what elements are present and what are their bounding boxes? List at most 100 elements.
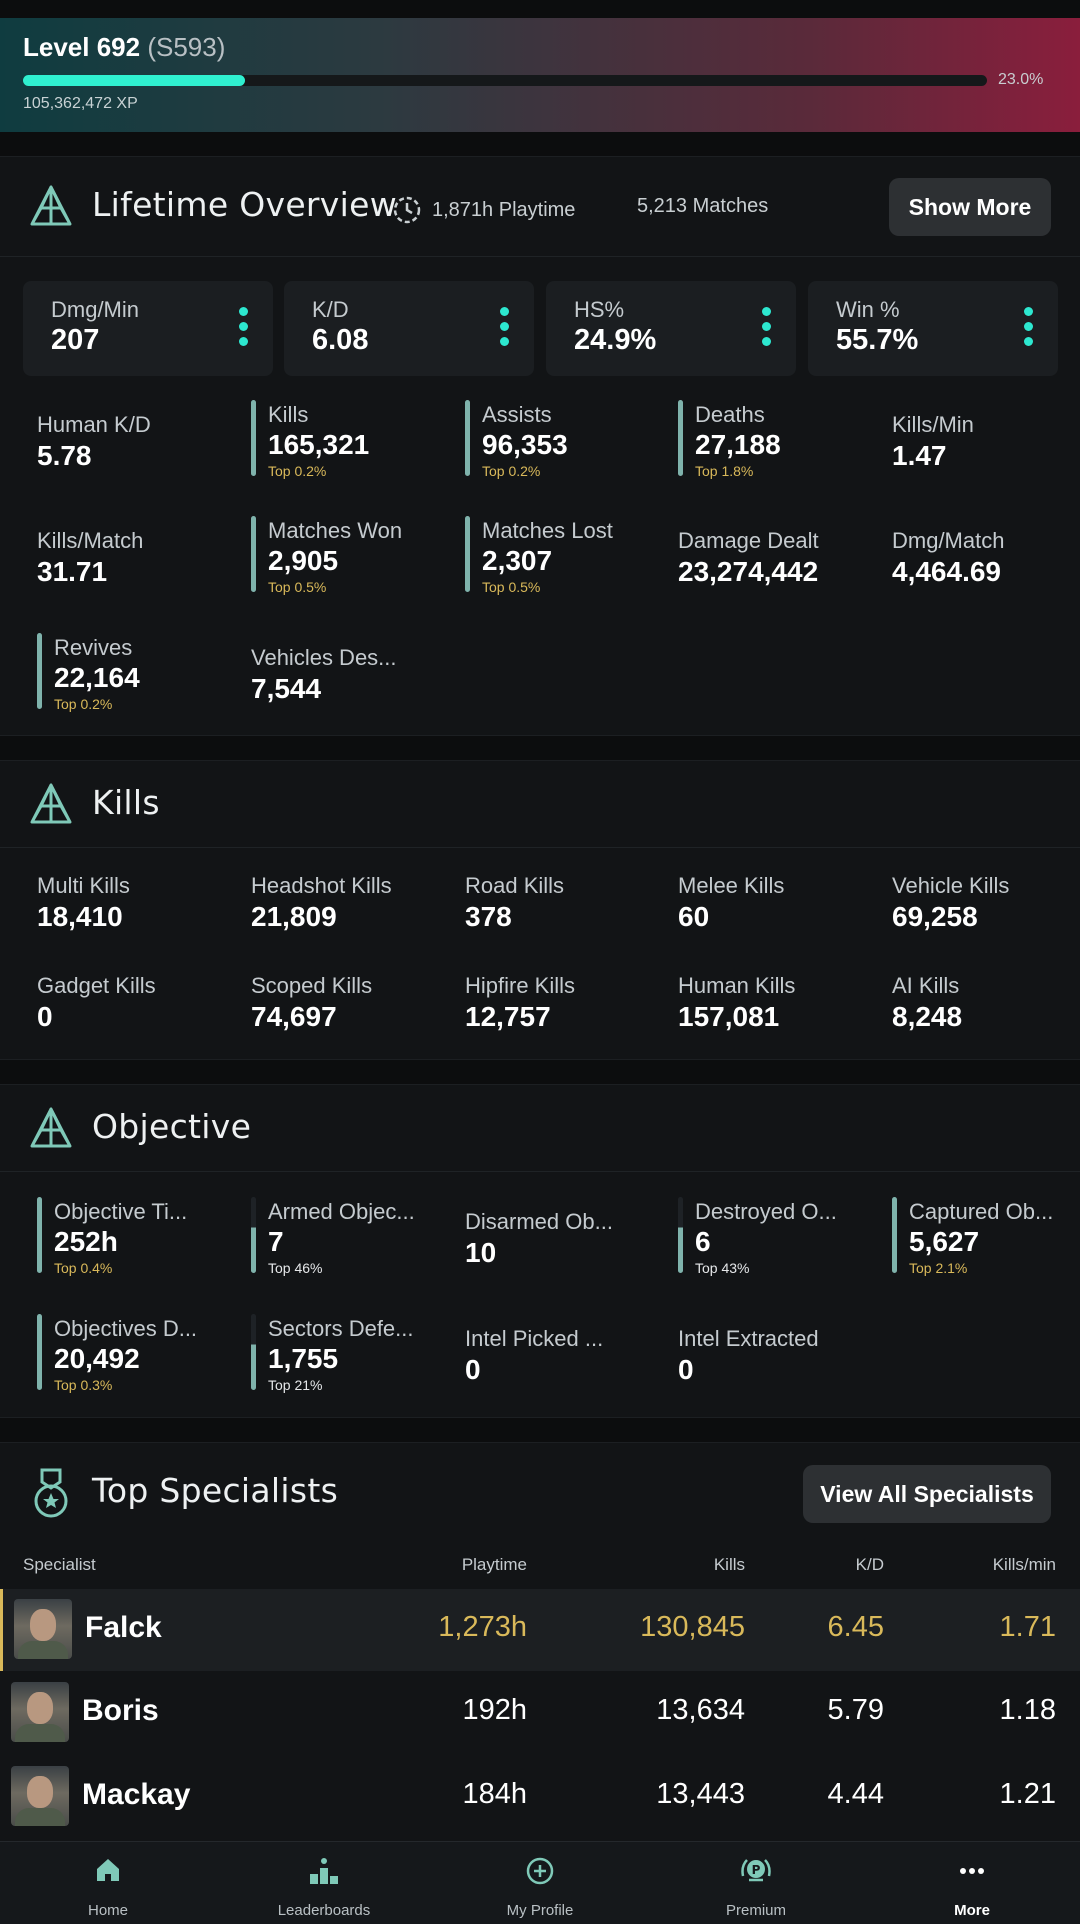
specialist-name: Falck [85, 1611, 162, 1644]
stat-card[interactable]: Dmg/Min 207 [23, 281, 273, 376]
nav-leaderboards[interactable]: Leaderboards [244, 1842, 404, 1924]
specialist-kills: 13,443 [656, 1778, 745, 1810]
stat-value: 2,905 [268, 545, 339, 576]
stat-label: Damage Dealt [678, 528, 819, 553]
stat-label: Armed Objec... [268, 1199, 415, 1224]
rank-bar [678, 400, 683, 476]
add-profile-icon [526, 1857, 554, 1885]
home-icon [97, 1859, 119, 1881]
rank-percentile: Top 0.3% [54, 1377, 113, 1393]
level-title: Level 692 (S593) [23, 32, 225, 63]
header-kills-per-min[interactable]: Kills/min [992, 1555, 1056, 1574]
stat-label: Matches Lost [482, 518, 613, 543]
header-specialist: Specialist [23, 1555, 96, 1574]
stat-card[interactable]: Win % 55.7% [808, 281, 1058, 376]
lifetime-overview-section: Lifetime Overview 1,871h Playtime 5,213 … [0, 156, 1080, 736]
kills-header: Kills [0, 761, 1080, 848]
card-label: K/D [312, 297, 349, 322]
nav-label: More [954, 1902, 990, 1919]
view-all-specialists-button[interactable]: View All Specialists [803, 1465, 1051, 1523]
stat-item: Destroyed O... 6 Top 43% [678, 1197, 878, 1277]
level-progress-percent: 23.0% [998, 71, 1044, 88]
card-label: Win % [836, 297, 900, 322]
stat-item: Assists 96,353 Top 0.2% [465, 400, 665, 480]
avatar [11, 1766, 69, 1826]
rank-bar [892, 1197, 897, 1273]
specialist-name: Boris [82, 1694, 159, 1727]
level-xp: 105,362,472 XP [23, 95, 138, 112]
specialist-kd: 6.45 [827, 1611, 884, 1643]
rank-bar [37, 1314, 42, 1390]
stat-value: 8,248 [892, 1001, 963, 1032]
kebab-menu-icon[interactable] [500, 307, 510, 347]
stat-value: 378 [465, 901, 512, 932]
header-kills[interactable]: Kills [713, 1555, 745, 1574]
pyramid-icon [30, 1107, 72, 1148]
stat-item: Dmg/Match 4,464.69 [892, 516, 1080, 596]
stat-item: Human K/D 5.78 [37, 400, 237, 480]
stat-item: Multi Kills 18,410 [37, 861, 237, 941]
stat-value: 22,164 [54, 662, 140, 693]
rank-bar [678, 1197, 683, 1273]
stat-item: Disarmed Ob... 10 [465, 1197, 665, 1277]
nav-more[interactable]: More [892, 1842, 1052, 1924]
section-title: Lifetime Overview [92, 185, 397, 224]
rank-percentile: Top 2.1% [909, 1260, 968, 1276]
header-playtime[interactable]: Playtime [461, 1555, 527, 1574]
leaderboards-icon [310, 1858, 338, 1884]
specialist-kills-per-min: 1.18 [999, 1694, 1056, 1726]
svg-text:P: P [752, 1863, 761, 1877]
kebab-menu-icon[interactable] [239, 307, 249, 347]
stat-label: AI Kills [892, 973, 960, 998]
lifetime-overview-header: Lifetime Overview 1,871h Playtime 5,213 … [0, 157, 1080, 257]
nav-my-profile[interactable]: My Profile [460, 1842, 620, 1924]
top-specialists-section: Top Specialists View All Specialists Spe… [0, 1442, 1080, 1841]
stat-label: Melee Kills [678, 873, 785, 898]
stat-label: Gadget Kills [37, 973, 156, 998]
level-progress-fill [23, 75, 245, 86]
stat-card[interactable]: HS% 24.9% [546, 281, 796, 376]
card-label: HS% [574, 297, 625, 322]
specialist-row[interactable]: Falck 1,273h 130,845 6.45 1.71 [0, 1589, 1080, 1671]
stat-card[interactable]: K/D 6.08 [284, 281, 534, 376]
header-kd[interactable]: K/D [855, 1555, 884, 1574]
level-season: (S593) [147, 32, 226, 62]
show-more-button[interactable]: Show More [889, 178, 1051, 236]
stat-label: Destroyed O... [695, 1199, 837, 1224]
stat-item: Deaths 27,188 Top 1.8% [678, 400, 878, 480]
stat-item: Revives 22,164 Top 0.2% [37, 633, 237, 713]
stat-label: Revives [54, 635, 133, 660]
rank-bar [465, 400, 470, 476]
stat-value: 1,755 [268, 1343, 339, 1374]
pyramid-icon [30, 185, 72, 226]
card-value: 24.9% [574, 324, 657, 356]
nav-home[interactable]: Home [28, 1842, 188, 1924]
stat-label: Road Kills [465, 873, 565, 898]
stat-label: Kills/Match [37, 528, 144, 553]
stat-item: Sectors Defe... 1,755 Top 21% [251, 1314, 451, 1394]
nav-label: My Profile [506, 1902, 574, 1919]
stat-item: Hipfire Kills 12,757 [465, 961, 665, 1041]
nav-premium[interactable]: P Premium [676, 1842, 836, 1924]
stat-item: Intel Picked ... 0 [465, 1314, 665, 1394]
stat-item: Human Kills 157,081 [678, 961, 878, 1041]
avatar [11, 1682, 69, 1742]
stat-value: 27,188 [695, 429, 781, 460]
card-value: 6.08 [312, 324, 369, 356]
kebab-menu-icon[interactable] [762, 307, 772, 347]
specialist-kills-per-min: 1.71 [999, 1611, 1056, 1643]
stat-item: Damage Dealt 23,274,442 [678, 516, 878, 596]
specialist-row[interactable]: Boris 192h 13,634 5.79 1.18 [0, 1672, 1080, 1754]
specialist-row[interactable]: Mackay 184h 13,443 4.44 1.21 [0, 1756, 1080, 1838]
card-value: 207 [51, 324, 100, 356]
specialist-kills: 13,634 [656, 1694, 745, 1726]
stat-label: Disarmed Ob... [465, 1209, 613, 1234]
kebab-menu-icon[interactable] [1024, 307, 1034, 347]
stat-item: Scoped Kills 74,697 [251, 961, 451, 1041]
nav-label: Leaderboards [277, 1902, 371, 1919]
rank-percentile: Top 0.5% [482, 579, 541, 595]
stat-value: 31.71 [37, 556, 108, 587]
stat-value: 12,757 [465, 1001, 551, 1032]
bottom-nav: Home Leaderboards My Profile P [0, 1841, 1080, 1924]
stat-label: Objective Ti... [54, 1199, 188, 1224]
